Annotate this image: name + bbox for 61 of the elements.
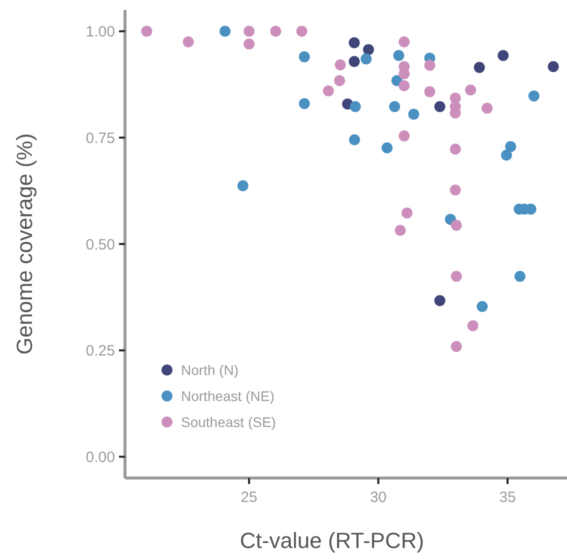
point — [548, 61, 559, 72]
point — [501, 150, 512, 161]
point — [349, 134, 360, 146]
legend-label: Southeast (SE) — [181, 414, 276, 430]
point — [270, 26, 282, 37]
point — [298, 51, 310, 62]
point — [482, 102, 493, 114]
point — [334, 59, 346, 70]
point — [450, 184, 461, 196]
point — [298, 98, 310, 110]
point — [498, 50, 509, 62]
point — [476, 301, 488, 312]
point — [182, 36, 194, 48]
point — [382, 142, 393, 154]
point — [322, 85, 334, 96]
y-tick-label: 0.25 — [86, 342, 115, 360]
point — [450, 270, 462, 282]
point — [398, 36, 410, 48]
point — [350, 101, 361, 112]
point — [424, 60, 436, 71]
point — [408, 108, 420, 120]
y-axis-title: Genome coverage (%) — [12, 133, 37, 355]
y-tick-label: 0.00 — [86, 448, 115, 466]
point — [141, 26, 152, 37]
point — [394, 224, 406, 236]
point — [474, 62, 485, 73]
legend-label: Northeast (NE) — [181, 388, 274, 404]
point — [450, 220, 462, 231]
y-tick-label: 0.75 — [86, 130, 115, 147]
point — [398, 130, 410, 142]
point — [393, 50, 404, 62]
point — [220, 26, 231, 37]
point — [465, 84, 476, 96]
y-tick-label: 0.50 — [86, 236, 115, 254]
point — [362, 44, 374, 56]
legend-label: North (N) — [181, 362, 239, 378]
point — [450, 144, 461, 155]
point — [505, 141, 516, 152]
x-tick-label: 25 — [240, 489, 258, 506]
point — [467, 320, 478, 332]
point — [237, 180, 248, 192]
point — [334, 75, 346, 86]
x-tick-label: 30 — [370, 489, 387, 506]
x-axis-title: Ct-value (RT-PCR) — [240, 528, 424, 553]
point — [348, 56, 360, 67]
point — [360, 53, 372, 64]
point — [389, 101, 400, 112]
point — [244, 38, 255, 50]
y-tick-label: 1.00 — [86, 24, 115, 41]
point — [514, 270, 526, 282]
x-tick-label: 35 — [499, 489, 516, 506]
point — [296, 26, 308, 37]
point — [434, 101, 446, 112]
point — [402, 207, 412, 218]
point — [244, 26, 255, 37]
point — [424, 86, 436, 98]
point — [398, 80, 410, 92]
point — [434, 295, 446, 306]
point — [348, 37, 360, 48]
point — [450, 341, 462, 352]
point — [528, 90, 540, 102]
